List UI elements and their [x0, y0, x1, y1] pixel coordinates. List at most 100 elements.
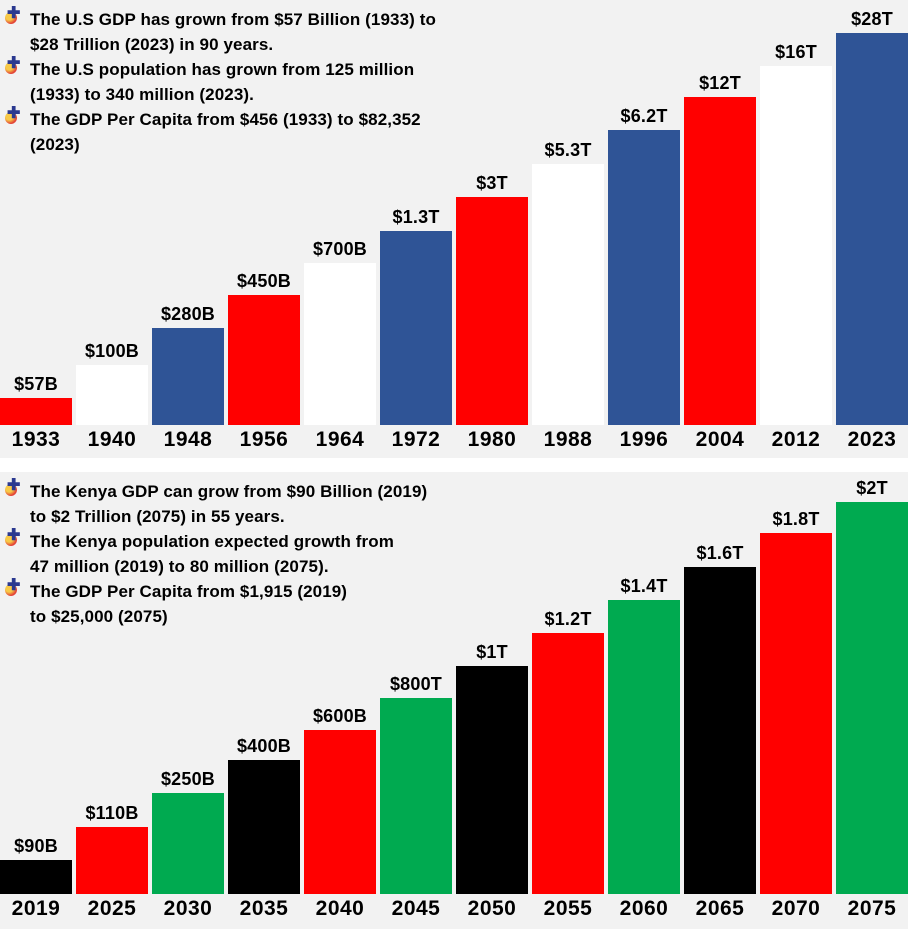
bar-column-2050: $1T — [456, 643, 528, 894]
bullet-text-line: (2023) — [30, 135, 80, 154]
x-axis-label: 2060 — [619, 897, 669, 920]
bar-column-2040: $600B — [304, 707, 376, 894]
bar-value-label: $1.6T — [696, 543, 744, 563]
bar-column-1996: $6.2T — [608, 107, 680, 425]
bar-column-2065: $1.6T — [684, 544, 756, 894]
x-axis-label: 2065 — [695, 897, 745, 920]
x-axis-label: 2030 — [163, 897, 213, 920]
bullet-item: The U.S population has grown from 125 mi… — [5, 56, 436, 107]
bar-column-2019: $90B — [0, 837, 72, 894]
bar-value-label: $1.4T — [620, 576, 668, 596]
bullet-item: The Kenya GDP can grow from $90 Billion … — [5, 478, 427, 529]
bullet-text: The GDP Per Capita from $1,915 (2019) to … — [30, 579, 427, 629]
bar-column-2023: $28T — [836, 10, 908, 425]
bullet-text-line: to $25,000 (2075) — [30, 607, 168, 626]
bullet-item: The U.S GDP has grown from $57 Billion (… — [5, 6, 436, 57]
x-axis-label: 2004 — [695, 428, 745, 451]
bullet-text-line: 47 million (2019) to 80 million (2075). — [30, 557, 329, 576]
x-axis-label: 1996 — [619, 428, 669, 451]
bullet-text-line: to $2 Trillion (2075) in 55 years. — [30, 507, 285, 526]
bar-value-label: $700B — [312, 239, 368, 259]
bar-1964 — [304, 263, 376, 425]
bar-1956 — [228, 295, 300, 425]
kenya-gdp-x-axis: 2019 2025 2030 2035 2040 2045 2050 2055 2060 2065… — [0, 894, 908, 929]
bar-1996 — [608, 130, 680, 425]
plus-splash-bullet-icon — [5, 478, 22, 499]
bar-2050 — [456, 666, 528, 894]
bar-value-label: $16T — [775, 42, 817, 62]
bar-column-1933: $57B — [0, 375, 72, 425]
section-divider — [0, 458, 908, 472]
bar-value-label: $600B — [312, 706, 368, 726]
plus-splash-bullet-icon — [5, 106, 22, 127]
bar-value-label: $400B — [236, 736, 292, 756]
bar-column-1964: $700B — [304, 240, 376, 425]
bullet-text-line: The U.S GDP has grown from $57 Billion (… — [30, 10, 436, 29]
bar-value-label: $90B — [14, 836, 58, 856]
x-axis-label: 1948 — [163, 428, 213, 451]
bar-value-label: $1.3T — [392, 207, 440, 227]
us-gdp-x-axis: 1933 1940 1948 1956 1964 1972 1980 1988 1996 2004… — [0, 425, 908, 458]
bullet-text: The U.S GDP has grown from $57 Billion (… — [30, 7, 436, 57]
bar-2060 — [608, 600, 680, 894]
bar-column-2070: $1.8T — [760, 510, 832, 894]
bar-1940 — [76, 365, 148, 425]
bar-2075 — [836, 502, 908, 894]
bullet-text: The U.S population has grown from 125 mi… — [30, 57, 436, 107]
x-axis-label: 2045 — [391, 897, 441, 920]
bullet-text: The Kenya population expected growth fro… — [30, 529, 427, 579]
bullet-item: The GDP Per Capita from $456 (1933) to $… — [5, 106, 436, 157]
bar-value-label: $5.3T — [544, 140, 592, 160]
kenya-gdp-chart-section: The Kenya GDP can grow from $90 Billion … — [0, 472, 908, 929]
bar-column-1948: $280B — [152, 305, 224, 425]
plus-splash-bullet-icon — [5, 56, 22, 77]
x-axis-label: 2023 — [847, 428, 897, 451]
bar-value-label: $250B — [160, 769, 216, 789]
x-axis-label: 1964 — [315, 428, 365, 451]
bullet-text-line: (1933) to 340 million (2023). — [30, 85, 254, 104]
bar-2055 — [532, 633, 604, 894]
bar-value-label: $2T — [856, 478, 888, 498]
x-axis-label: 2025 — [87, 897, 137, 920]
bullet-item: The GDP Per Capita from $1,915 (2019) to … — [5, 578, 427, 629]
bullet-item: The Kenya population expected growth fro… — [5, 528, 427, 579]
bar-column-1972: $1.3T — [380, 208, 452, 425]
bar-value-label: $28T — [851, 9, 893, 29]
x-axis-label: 2035 — [239, 897, 289, 920]
kenya-gdp-summary-list: The Kenya GDP can grow from $90 Billion … — [5, 478, 427, 629]
bar-value-label: $12T — [699, 73, 741, 93]
us-gdp-plot-area: $57B $100B $280B $450B $700B $1.3T $3T $5.3T $6.… — [0, 0, 908, 425]
bullet-text-line: The U.S population has grown from 125 mi… — [30, 60, 415, 79]
plus-splash-bullet-icon — [5, 578, 22, 599]
x-axis-label: 1940 — [87, 428, 137, 451]
bar-2025 — [76, 827, 148, 894]
bar-column-2025: $110B — [76, 804, 148, 894]
bar-2023 — [836, 33, 908, 425]
bar-2012 — [760, 66, 832, 425]
bar-value-label: $6.2T — [620, 106, 668, 126]
x-axis-label: 2012 — [771, 428, 821, 451]
bar-column-2060: $1.4T — [608, 577, 680, 894]
x-axis-label: 2019 — [11, 897, 61, 920]
bar-column-1988: $5.3T — [532, 141, 604, 425]
bar-2004 — [684, 97, 756, 425]
bar-column-2055: $1.2T — [532, 610, 604, 894]
us-gdp-summary-list: The U.S GDP has grown from $57 Billion (… — [5, 6, 436, 157]
bar-column-2012: $16T — [760, 43, 832, 425]
x-axis-label: 1988 — [543, 428, 593, 451]
bar-column-2030: $250B — [152, 770, 224, 894]
bar-value-label: $280B — [160, 304, 216, 324]
bar-1980 — [456, 197, 528, 425]
x-axis-label: 2070 — [771, 897, 821, 920]
bar-2045 — [380, 698, 452, 894]
bar-column-1956: $450B — [228, 272, 300, 425]
bar-column-2045: $800T — [380, 675, 452, 894]
bar-2019 — [0, 860, 72, 894]
bar-value-label: $1T — [476, 642, 508, 662]
bullet-text-line: The Kenya population expected growth fro… — [30, 532, 394, 551]
bar-column-1940: $100B — [76, 342, 148, 425]
bullet-text: The Kenya GDP can grow from $90 Billion … — [30, 479, 427, 529]
bar-column-2004: $12T — [684, 74, 756, 425]
x-axis-label: 2040 — [315, 897, 365, 920]
bullet-text-line: The Kenya GDP can grow from $90 Billion … — [30, 482, 428, 501]
